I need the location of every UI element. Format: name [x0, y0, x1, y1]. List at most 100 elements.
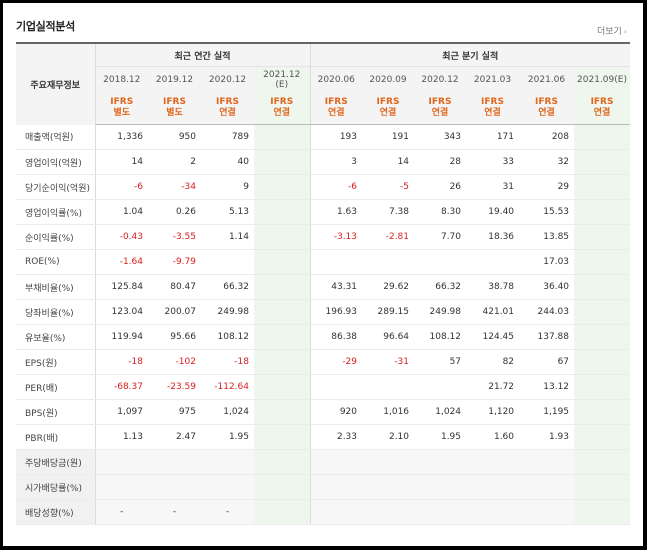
table-cell: -9.79	[148, 249, 201, 275]
table-cell	[254, 124, 311, 150]
table-cell	[254, 274, 311, 300]
table-cell: 1,336	[95, 124, 148, 150]
table-cell: -1.64	[95, 249, 148, 275]
header-date-label: 2020.06	[317, 74, 355, 85]
table-cell: -23.59	[148, 374, 201, 400]
table-cell: 1,195	[519, 399, 575, 425]
table-cell	[574, 349, 631, 375]
table-cell	[466, 474, 520, 500]
table-cell	[574, 199, 631, 225]
row-label: PER(배)	[16, 374, 96, 400]
header-date-label: 2020.09	[369, 74, 407, 85]
table-cell: 40	[201, 149, 254, 175]
table-row: 매출액(억원) 1,336 950 789 193 191 343 171 208	[16, 124, 631, 150]
table-cell: 975	[148, 399, 201, 425]
table-cell: 8.30	[414, 199, 467, 225]
row-label: 유보율(%)	[16, 324, 96, 350]
more-link-label: 더보기	[596, 27, 622, 37]
table-cell: 343	[414, 124, 467, 150]
table-cell	[362, 374, 415, 400]
table-cell	[574, 174, 631, 200]
table-cell: -6	[309, 174, 363, 200]
standard-type: IFRS	[590, 97, 614, 107]
table-cell: 66.32	[414, 274, 467, 300]
header-label-column: 주요재무정보	[16, 43, 96, 125]
table-cell: -	[95, 499, 148, 525]
company-performance-panel: 기업실적분석 더보기 › 주요재무정보 최근 연간 실적 최근 분기 실적 201…	[3, 3, 643, 546]
row-label: 시가배당률(%)	[16, 474, 96, 500]
row-label: ROE(%)	[16, 249, 96, 275]
header-date-label: 2021.03	[473, 74, 512, 85]
table-cell: 950	[148, 124, 201, 150]
table-cell: 1,016	[362, 399, 415, 425]
table-cell: -5	[362, 174, 415, 200]
standard-scope: 연결	[431, 108, 449, 118]
table-cell	[95, 474, 148, 500]
table-cell	[309, 374, 363, 400]
chevron-right-icon: ›	[623, 27, 627, 36]
table-row: 영업이익(억원) 14 2 40 3 14 28 33 32	[16, 149, 631, 175]
table-cell: 123.04	[95, 299, 148, 325]
table-cell	[362, 474, 415, 500]
table-cell	[466, 499, 520, 525]
table-row: PER(배) -68.37 -23.59 -112.64 21.72 13.12	[16, 374, 631, 400]
standard-type: IFRS	[110, 97, 134, 107]
table-cell	[201, 474, 254, 500]
header-date: 2021.06	[519, 66, 575, 92]
table-cell: 0.26	[148, 199, 201, 225]
table-cell: -0.43	[95, 224, 148, 250]
table-cell: 124.45	[466, 324, 520, 350]
table-cell	[254, 149, 311, 175]
table-cell	[362, 499, 415, 525]
table-cell: 14	[362, 149, 415, 175]
header-date-label: 2021.12	[263, 69, 301, 80]
table-cell: 28	[414, 149, 467, 175]
table-cell	[574, 124, 631, 150]
row-label: 매출액(억원)	[16, 124, 96, 150]
table-row: PBR(배) 1.13 2.47 1.95 2.33 2.10 1.95 1.60 1.93	[16, 424, 631, 450]
table-cell: 32	[519, 149, 575, 175]
header-date: 2020.12	[414, 66, 467, 92]
table-cell	[574, 499, 631, 525]
table-cell: 1,120	[466, 399, 520, 425]
standard-type: IFRS	[428, 97, 452, 107]
table-cell: 1,024	[201, 399, 254, 425]
table-cell: 2.10	[362, 424, 415, 450]
table-row: 유보율(%) 119.94 95.66 108.12 86.38 96.64 108.12 1…	[16, 324, 631, 350]
table-cell: 3	[309, 149, 363, 175]
standard-scope: 연결	[219, 108, 236, 118]
table-cell: 108.12	[201, 324, 254, 350]
header-estimate-mark: (E)	[275, 79, 289, 90]
table-cell	[519, 474, 575, 500]
table-cell	[574, 149, 631, 175]
table-cell: 67	[519, 349, 575, 375]
table-cell: 191	[362, 124, 415, 150]
standard-scope: 연결	[593, 108, 611, 118]
more-link[interactable]: 더보기 ›	[597, 24, 627, 37]
header-date: 2020.12	[201, 66, 254, 92]
table-cell: 86.38	[309, 324, 363, 350]
table-cell: 2.47	[148, 424, 201, 450]
standard-scope: 별도	[113, 108, 131, 118]
table-cell: 196.93	[309, 299, 363, 325]
table-cell: -34	[148, 174, 201, 200]
table-cell	[148, 474, 201, 500]
table-cell: 18.36	[466, 224, 520, 250]
table-cell	[309, 474, 363, 500]
header-accounting-standard: IFRS 연결	[414, 92, 467, 125]
table-cell: 13.12	[519, 374, 575, 400]
table-cell	[574, 274, 631, 300]
row-label: 당좌비율(%)	[16, 299, 96, 325]
header-date: 2020.06	[309, 66, 363, 92]
table-cell	[201, 249, 254, 275]
table-cell: 57	[414, 349, 467, 375]
row-label: EPS(원)	[16, 349, 96, 375]
table-cell: 82	[466, 349, 520, 375]
table-cell	[254, 174, 311, 200]
table-cell: 289.15	[362, 299, 415, 325]
table-cell: 26	[414, 174, 467, 200]
table-cell	[414, 374, 467, 400]
standard-scope: 별도	[166, 108, 183, 118]
table-row: 순이익률(%) -0.43 -3.55 1.14 -3.13 -2.81 7.70 18.36…	[16, 224, 631, 250]
table-cell	[254, 399, 311, 425]
